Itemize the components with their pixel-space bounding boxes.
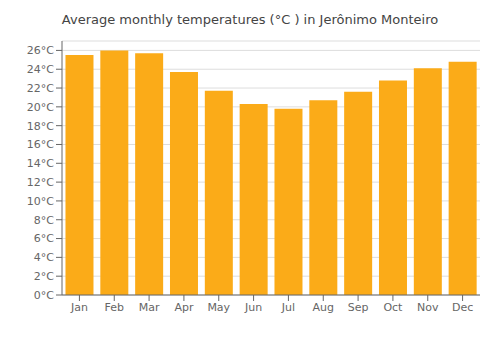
html-text:Average monthly temperatures (: Average monthly temperatures (°C ) in Je… [61, 12, 439, 27]
svg-text:Jan: Jan [70, 301, 88, 314]
svg-text:0°C: 0°C [34, 289, 54, 302]
svg-text:12°C: 12°C [27, 176, 54, 189]
svg-text:8°C: 8°C [34, 214, 54, 227]
svg-text:Mar: Mar [139, 301, 160, 314]
svg-text:16°C: 16°C [27, 138, 54, 151]
svg-text:6°C: 6°C [34, 232, 54, 245]
svg-text:Jun: Jun [244, 301, 262, 314]
svg-text:Nov: Nov [417, 301, 439, 314]
svg-text:10°C: 10°C [27, 195, 54, 208]
svg-text:Dec: Dec [452, 301, 473, 314]
svg-text:Feb: Feb [105, 301, 124, 314]
svg-text:Apr: Apr [174, 301, 194, 314]
svg-text:14°C: 14°C [27, 157, 54, 170]
svg-text:Oct: Oct [383, 301, 403, 314]
svg-text:24°C: 24°C [27, 63, 54, 76]
svg-text:2°C: 2°C [34, 270, 54, 283]
svg-text:4°C: 4°C [34, 251, 54, 264]
svg-text:22°C: 22°C [27, 82, 54, 95]
svg-text:Aug: Aug [313, 301, 334, 314]
svg-text:Sep: Sep [348, 301, 369, 314]
svg-text:18°C: 18°C [27, 120, 54, 133]
svg-text:May: May [207, 301, 230, 314]
svg-text:26°C: 26°C [27, 44, 54, 57]
svg-text:20°C: 20°C [27, 101, 54, 114]
svg-text:Jul: Jul [281, 301, 295, 314]
